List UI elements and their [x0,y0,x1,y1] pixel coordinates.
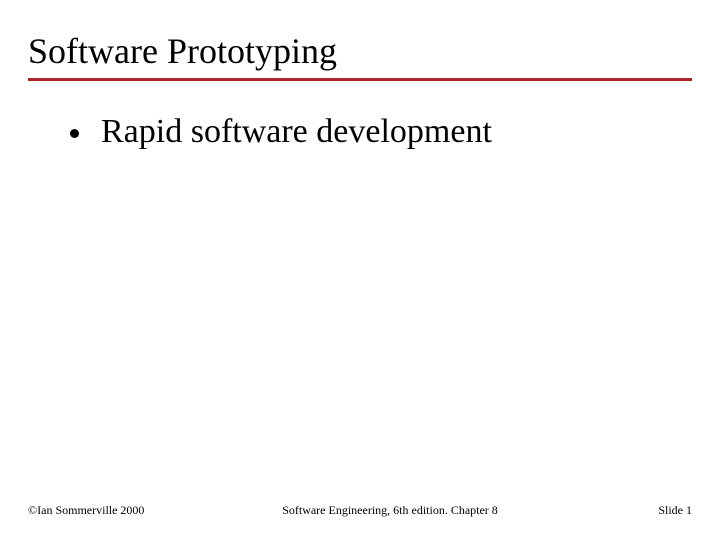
slide-body: Rapid software development [70,112,692,151]
bullet-icon [70,129,79,138]
footer-left: ©Ian Sommerville 2000 [28,503,208,518]
title-underline [28,78,692,81]
slide-footer: ©Ian Sommerville 2000 Software Engineeri… [28,503,692,518]
slide: Software Prototyping Rapid software deve… [0,0,720,540]
slide-title: Software Prototyping [28,32,692,78]
footer-center: Software Engineering, 6th edition. Chapt… [208,503,572,518]
slide-number: 1 [686,503,692,517]
footer-right-prefix: Slide [658,503,686,517]
bullet-item: Rapid software development [70,112,692,151]
footer-right: Slide 1 [572,503,692,518]
title-block: Software Prototyping [28,32,692,81]
bullet-text: Rapid software development [101,112,492,151]
